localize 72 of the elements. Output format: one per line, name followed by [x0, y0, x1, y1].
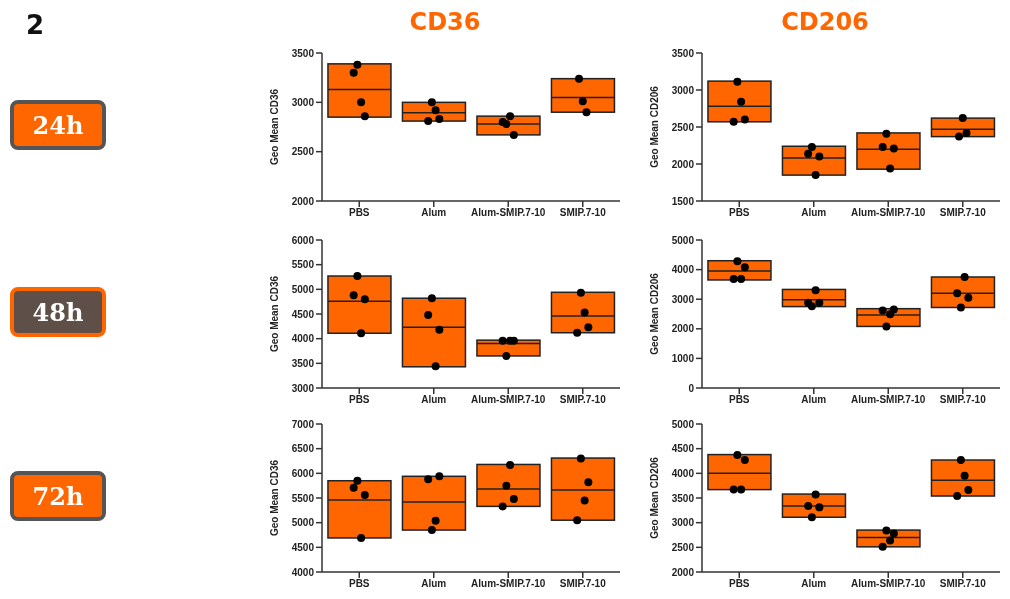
text: 24h [10, 100, 106, 150]
y-axis-title: Geo Mean CD36 [268, 459, 280, 537]
y-tick-label: 6500 [291, 443, 315, 455]
y-axis-title: Geo Mean CD36 [268, 88, 280, 166]
x-tick-label: Alum-SMIP.7-10 [851, 394, 926, 406]
y-axis-title: Geo Mean CD206 [648, 85, 660, 168]
y-tick-label: 4500 [671, 443, 695, 455]
y-tick-label: 4500 [291, 541, 315, 553]
x-tick-label: PBS [348, 207, 370, 219]
y-tick-label: 4500 [291, 308, 315, 320]
y-tick-label: 3500 [291, 357, 315, 369]
y-tick-label: 6000 [291, 234, 315, 246]
y-tick-label: 3500 [671, 47, 695, 59]
x-tick-label: Alum-SMIP.7-10 [471, 578, 546, 590]
x-tick-label: Alum-SMIP.7-10 [851, 207, 926, 219]
x-tick-label: Alum [801, 578, 827, 590]
x-tick-label: SMIP.7-10 [939, 578, 987, 590]
y-tick-label: 3000 [671, 293, 695, 305]
y-tick-label: 2500 [671, 541, 695, 553]
x-tick-label: SMIP.7-10 [559, 578, 607, 590]
text: 72h [10, 471, 106, 521]
y-tick-label: 3000 [671, 84, 695, 96]
y-tick-label: 5000 [291, 283, 315, 295]
x-tick-label: PBS [348, 394, 370, 406]
x-tick-label: Alum-SMIP.7-10 [471, 394, 546, 406]
y-tick-label: 1000 [671, 352, 695, 364]
y-tick-label: 4000 [671, 467, 695, 479]
y-axis-title: Geo Mean CD36 [268, 275, 280, 353]
x-tick-label: Alum [421, 394, 447, 406]
y-axis-title: Geo Mean CD206 [648, 272, 660, 355]
x-tick-label: Alum [421, 207, 447, 219]
x-tick-label: PBS [728, 394, 750, 406]
x-tick-label: SMIP.7-10 [939, 394, 987, 406]
text: 48h [10, 287, 106, 337]
y-tick-label: 2000 [671, 158, 695, 170]
y-tick-label: 5500 [291, 492, 315, 504]
y-tick-label: 4000 [671, 264, 695, 276]
x-tick-label: SMIP.7-10 [939, 207, 987, 219]
y-tick-label: 5000 [671, 418, 695, 430]
x-tick-label: Alum-SMIP.7-10 [471, 207, 546, 219]
x-tick-label: PBS [728, 578, 750, 590]
text: 2 [26, 10, 45, 40]
y-tick-label: 3500 [291, 47, 315, 59]
x-tick-label: PBS [728, 207, 750, 219]
y-tick-label: 3000 [671, 517, 695, 529]
x-tick-label: SMIP.7-10 [559, 394, 607, 406]
y-tick-label: 5000 [671, 234, 695, 246]
y-tick-label: 2000 [671, 566, 695, 578]
x-tick-label: PBS [348, 578, 370, 590]
y-tick-label: 2000 [671, 323, 695, 335]
y-tick-label: 5000 [291, 517, 315, 529]
y-tick-label: 3000 [291, 382, 315, 394]
y-tick-label: 2000 [291, 195, 315, 207]
chart-title: CD36 [408, 7, 482, 38]
chart-title: CD206 [780, 7, 870, 38]
x-tick-label: SMIP.7-10 [559, 207, 607, 219]
y-tick-label: 3000 [291, 96, 315, 108]
y-tick-label: 2500 [671, 121, 695, 133]
y-tick-label: 3500 [671, 492, 695, 504]
y-tick-label: 0 [688, 382, 695, 394]
x-tick-label: Alum-SMIP.7-10 [851, 578, 926, 590]
y-tick-label: 4000 [291, 333, 315, 345]
y-axis-title: Geo Mean CD206 [648, 456, 660, 539]
y-tick-label: 6000 [291, 467, 315, 479]
y-tick-label: 2500 [291, 146, 315, 158]
x-tick-label: Alum [421, 578, 447, 590]
x-tick-label: Alum [801, 394, 827, 406]
y-tick-label: 4000 [291, 566, 315, 578]
y-tick-label: 1500 [671, 195, 695, 207]
y-tick-label: 7000 [291, 418, 315, 430]
x-tick-label: Alum [801, 207, 827, 219]
y-tick-label: 5500 [291, 259, 315, 271]
